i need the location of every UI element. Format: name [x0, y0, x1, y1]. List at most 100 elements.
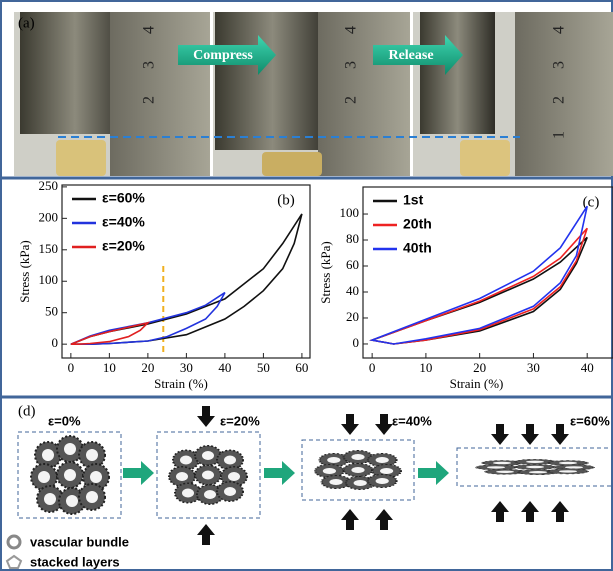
x-tick-label: 40: [581, 360, 594, 375]
bundle-core: [526, 465, 544, 469]
bundle-core: [493, 461, 511, 465]
x-tick-label: 0: [68, 360, 75, 375]
x-tick-label: 20: [473, 360, 486, 375]
arrow: [178, 35, 276, 75]
x-tick-label: 50: [257, 360, 270, 375]
state-label: ε=40%: [392, 413, 432, 428]
ruler-label: 1: [551, 131, 568, 139]
y-tick-label: 40: [346, 283, 359, 298]
bundle-core: [565, 466, 583, 469]
bundle-core: [86, 449, 98, 461]
series-line: [369, 205, 588, 345]
bundle-core: [38, 471, 50, 483]
bundle-core: [182, 488, 194, 498]
bundle-core: [351, 454, 365, 460]
x-axis-label: Strain (%): [450, 376, 504, 391]
ruler-label: 2: [551, 96, 568, 104]
x-tick-label: 30: [180, 360, 193, 375]
bundle-core: [202, 470, 214, 480]
y-tick-label: 50: [45, 304, 58, 319]
ruler-label: 4: [141, 26, 158, 34]
arrow: [123, 461, 154, 485]
ruler-label: 2: [141, 96, 158, 104]
force-arrows: [197, 406, 569, 545]
series-line: [70, 213, 303, 345]
x-tick-label: 10: [419, 360, 432, 375]
x-tick-label: 10: [103, 360, 116, 375]
bundle-core: [86, 491, 98, 503]
arrow: [264, 461, 295, 485]
legend-label: 1st: [403, 192, 424, 208]
y-axis-label: Stress (kPa): [318, 241, 333, 303]
ruler: [318, 12, 410, 176]
state-label: ε=0%: [48, 413, 81, 428]
bundle-core: [180, 455, 192, 465]
legend-icon: [5, 554, 23, 569]
arrow: [418, 461, 449, 485]
legend-label: stacked layers: [30, 554, 120, 569]
y-axis-label: Stress (kPa): [17, 240, 32, 302]
bundle-core: [64, 443, 76, 455]
state-box: [156, 431, 261, 519]
bundle-core: [202, 451, 214, 460]
bundle-core: [44, 493, 56, 505]
arrow-label: Compress: [193, 48, 253, 63]
panel-label: (a): [18, 15, 35, 31]
bundle-core: [351, 467, 365, 473]
photo-strip: Compress Release (a): [14, 12, 613, 176]
legend-label: 20th: [403, 216, 432, 232]
sample: [56, 140, 106, 176]
bundle-core: [204, 490, 216, 499]
x-tick-label: 30: [527, 360, 540, 375]
ruler-label: 3: [343, 61, 360, 69]
bundle-core: [228, 472, 240, 481]
bundle-core: [559, 470, 577, 473]
series-line: [369, 227, 588, 345]
bundle-core: [224, 455, 236, 465]
x-tick-label: 0: [369, 360, 376, 375]
legend-label: vascular bundle: [30, 534, 129, 549]
state-box: [301, 439, 415, 501]
bundle-core: [559, 461, 577, 465]
cell-structure: [30, 435, 110, 515]
y-tick-label: 100: [39, 272, 59, 287]
cell-structure: [313, 450, 403, 490]
cylinder: [215, 12, 330, 150]
bundle-core: [322, 468, 336, 474]
ruler-label: 4: [551, 26, 568, 34]
plot-frame: [362, 186, 613, 359]
ruler-label: 2: [343, 96, 360, 104]
bundle-core: [66, 495, 78, 507]
bundle-core: [529, 471, 547, 474]
bundle-core: [329, 479, 343, 485]
y-tick-label: 150: [39, 241, 59, 256]
ruler: [515, 12, 613, 176]
ruler-label: 4: [343, 26, 360, 34]
cylinder: [420, 12, 495, 134]
bundle-core: [176, 472, 188, 481]
legend-label: ε=20%: [102, 238, 145, 254]
state-label: ε=20%: [220, 413, 260, 428]
state-box: [456, 447, 613, 487]
panel-label: (d): [18, 403, 36, 419]
panel-label: (b): [277, 192, 295, 208]
legend-label: ε=40%: [102, 214, 145, 230]
bundle-core: [380, 468, 394, 474]
plot-frame: [61, 184, 311, 359]
sample: [262, 152, 322, 176]
y-tick-label: 0: [52, 335, 59, 350]
arrow: [373, 35, 463, 75]
x-tick-label: 20: [141, 360, 154, 375]
x-axis-label: Strain (%): [154, 376, 208, 391]
y-tick-label: 250: [39, 178, 59, 193]
ruler: [110, 12, 210, 176]
legend-label: ε=60%: [102, 190, 145, 206]
y-tick-label: 60: [346, 257, 359, 272]
bundle-core: [64, 469, 76, 481]
cell-structure: [475, 458, 595, 476]
bundle-core: [375, 457, 389, 463]
bundle-core: [487, 466, 505, 469]
arrow-label: Release: [388, 48, 433, 63]
